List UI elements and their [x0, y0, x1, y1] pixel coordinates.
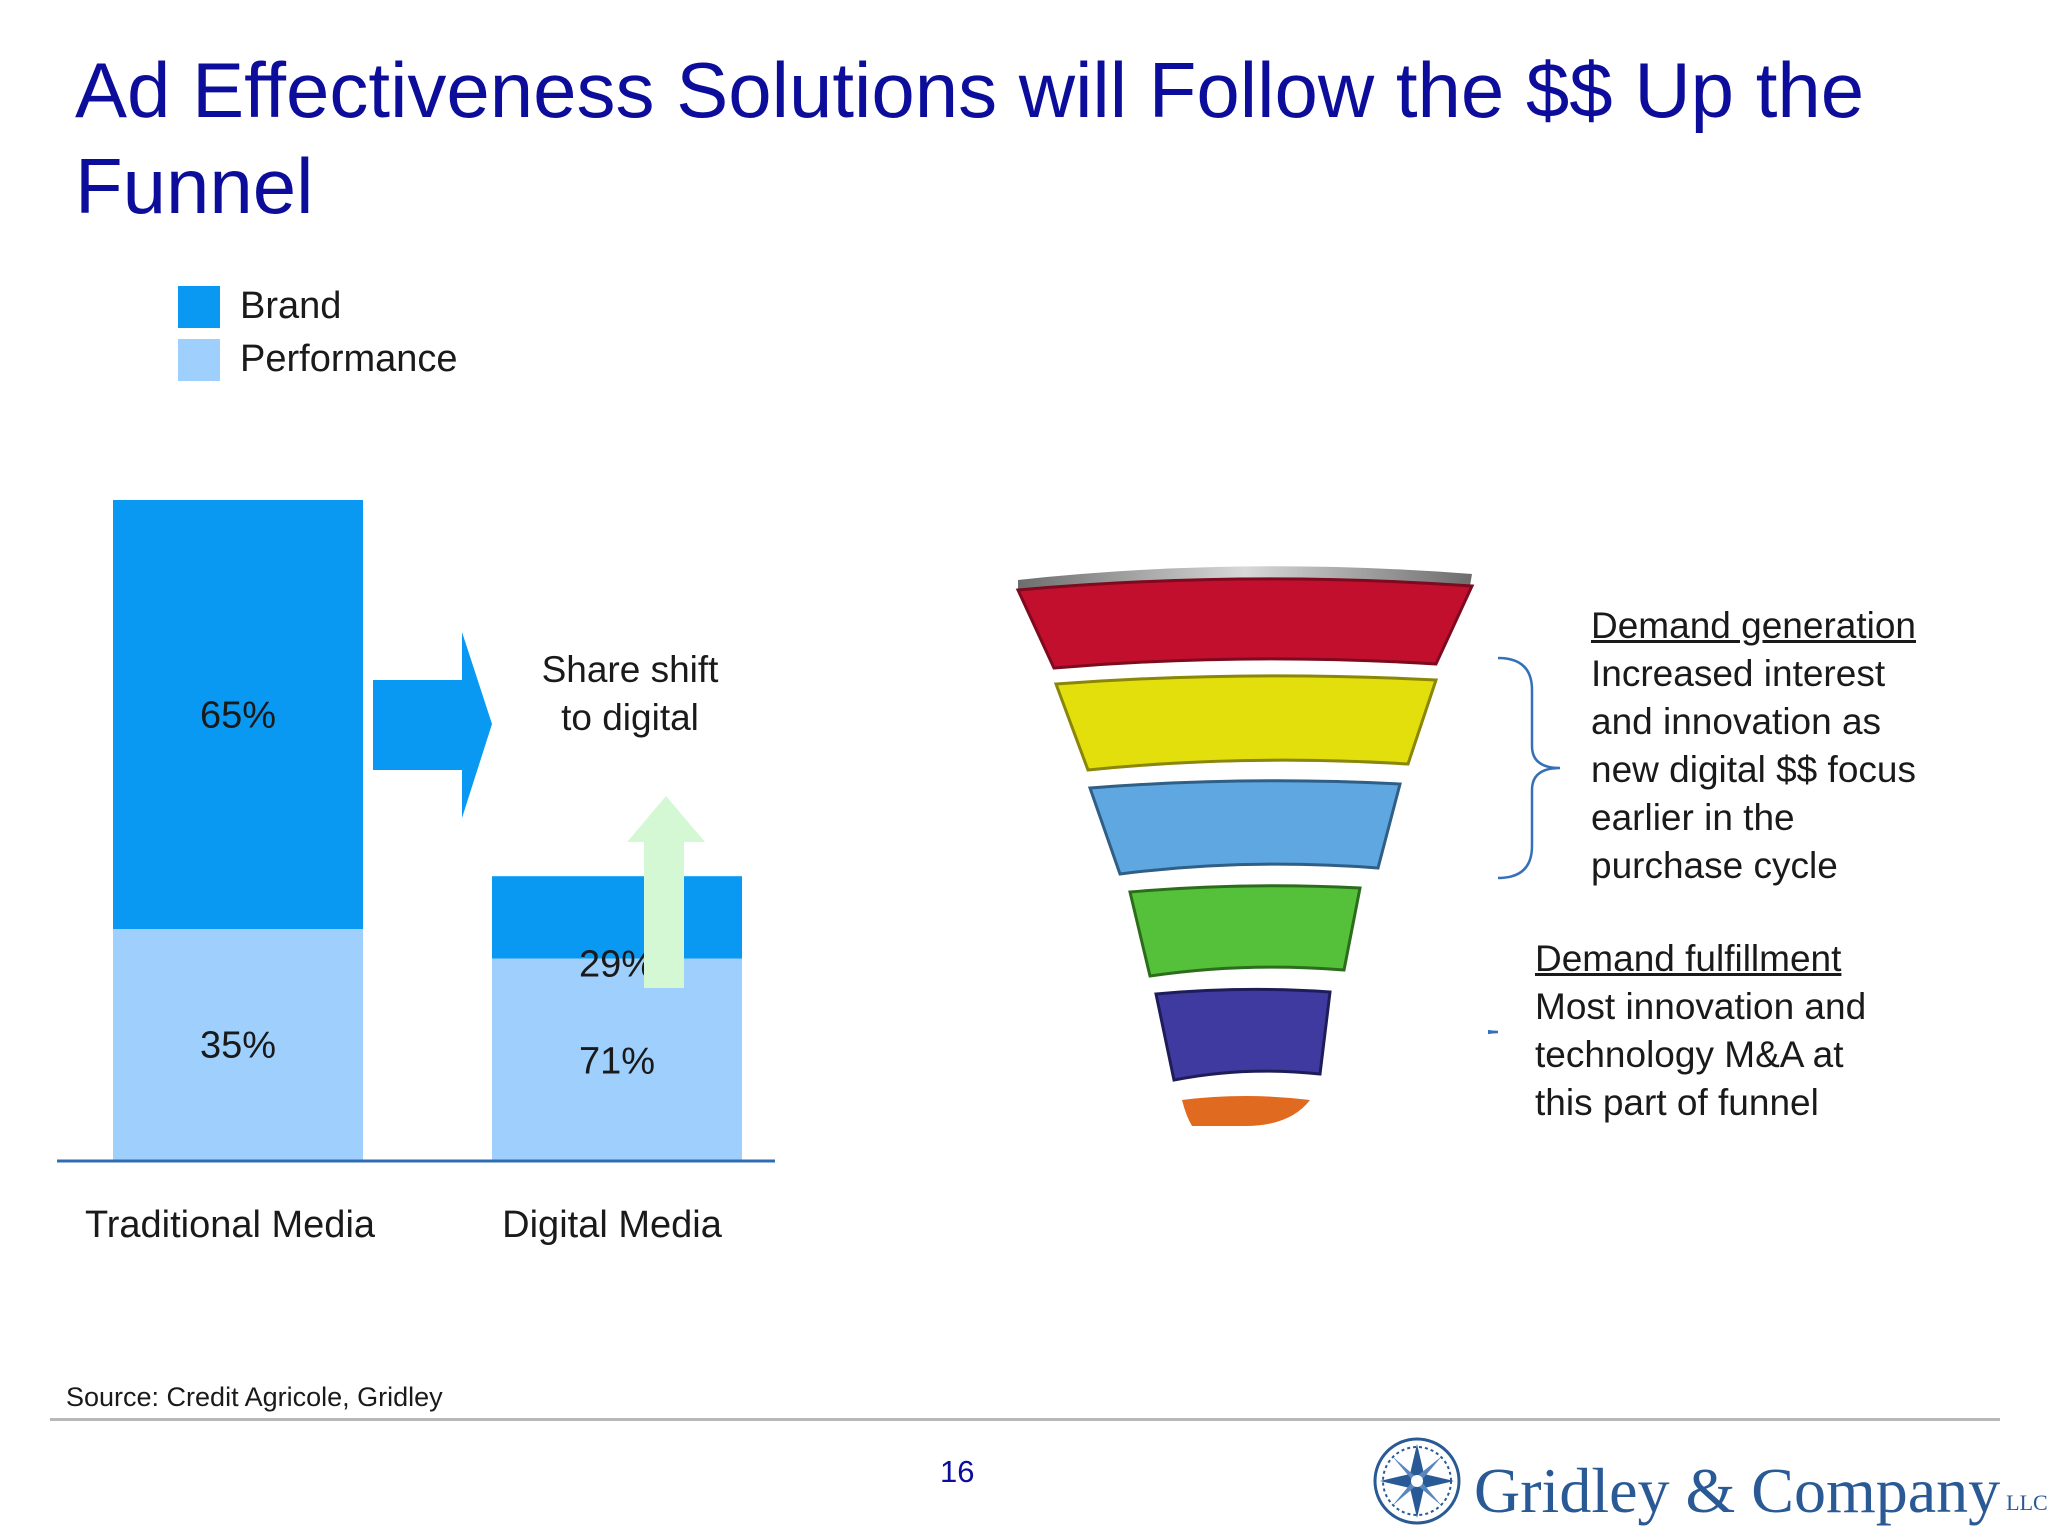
legend-item-performance: Performance: [178, 333, 458, 386]
legend-item-brand: Brand: [178, 280, 458, 333]
callout-fulfillment-heading: Demand fulfillment: [1535, 938, 1842, 979]
callout-generation-line: earlier in the: [1591, 797, 1795, 838]
page-number: 16: [940, 1454, 975, 1489]
funnel-layer-4: [1128, 884, 1362, 978]
share-shift-label: Share shift to digital: [500, 646, 760, 742]
callout-fulfillment-line: Most innovation and: [1535, 986, 1867, 1027]
funnel-layer-6: [1182, 1096, 1310, 1126]
footer-divider: [50, 1418, 2000, 1421]
funnel-layer-5: [1154, 987, 1332, 1082]
logo-suffix: LLC: [2006, 1490, 2048, 1515]
share-shift-line-1: Share shift: [541, 649, 719, 690]
funnel-graphic: [990, 560, 1530, 1145]
bar-segment-brand: [492, 876, 742, 959]
bar-segment-performance: [492, 958, 742, 1160]
legend-label-performance: Performance: [240, 338, 458, 380]
chart-legend: Brand Performance: [178, 280, 458, 386]
funnel-layer-3: [1087, 779, 1402, 876]
funnel-svg: [1015, 566, 1475, 1126]
shift-arrow-right: [373, 632, 492, 818]
bar-value-label: 35%: [200, 1025, 276, 1067]
bar-value-label: 71%: [579, 1040, 655, 1082]
share-shift-line-2: to digital: [561, 697, 699, 738]
callout-braces: [1488, 656, 1561, 1035]
bar-segment-brand: [113, 500, 363, 929]
bar-value-label: 65%: [200, 695, 276, 737]
callout-demand-fulfillment: Demand fulfillment Most innovation and t…: [1535, 935, 1866, 1127]
callout-demand-generation: Demand generation Increased interest and…: [1591, 602, 1916, 890]
callout-generation-heading: Demand generation: [1591, 605, 1916, 646]
funnel-layer-2: [1053, 674, 1439, 772]
compass-rose-icon: [1373, 1437, 1461, 1525]
company-logo: Gridley & Company LLC: [1372, 1436, 2048, 1526]
legend-swatch-performance: [178, 338, 220, 381]
callout-generation-line: new digital $$ focus: [1591, 749, 1916, 790]
legend-swatch-brand: [178, 285, 220, 328]
stacked-bar-chart: 35% 65% Traditional Media 71% 29% Digital Med…: [57, 500, 775, 1246]
x-tick-label: Digital Media: [502, 1204, 723, 1246]
slide-title: Ad Effectiveness Solutions will Follow t…: [75, 46, 1865, 230]
callout-generation-line: and innovation as: [1591, 701, 1882, 742]
legend-label-brand: Brand: [240, 285, 342, 327]
callout-generation-line: purchase cycle: [1591, 845, 1838, 886]
shift-arrow-up: [610, 796, 705, 988]
funnel-layer-1: [1015, 577, 1475, 670]
source-note: Source: Credit Agricole, Gridley: [66, 1382, 443, 1412]
x-tick-label: Traditional Media: [85, 1204, 376, 1246]
callout-fulfillment-line: technology M&A at: [1535, 1034, 1844, 1075]
logo-wordmark: Gridley & Company: [1474, 1455, 2001, 1526]
bar-segment-performance: [113, 929, 363, 1160]
brace-generation: [1497, 656, 1561, 880]
bar-value-label: 29%: [579, 944, 655, 986]
brace-fulfillment: [1488, 1029, 1499, 1035]
callout-fulfillment-line: this part of funnel: [1535, 1082, 1819, 1123]
callout-generation-line: Increased interest: [1591, 653, 1886, 694]
